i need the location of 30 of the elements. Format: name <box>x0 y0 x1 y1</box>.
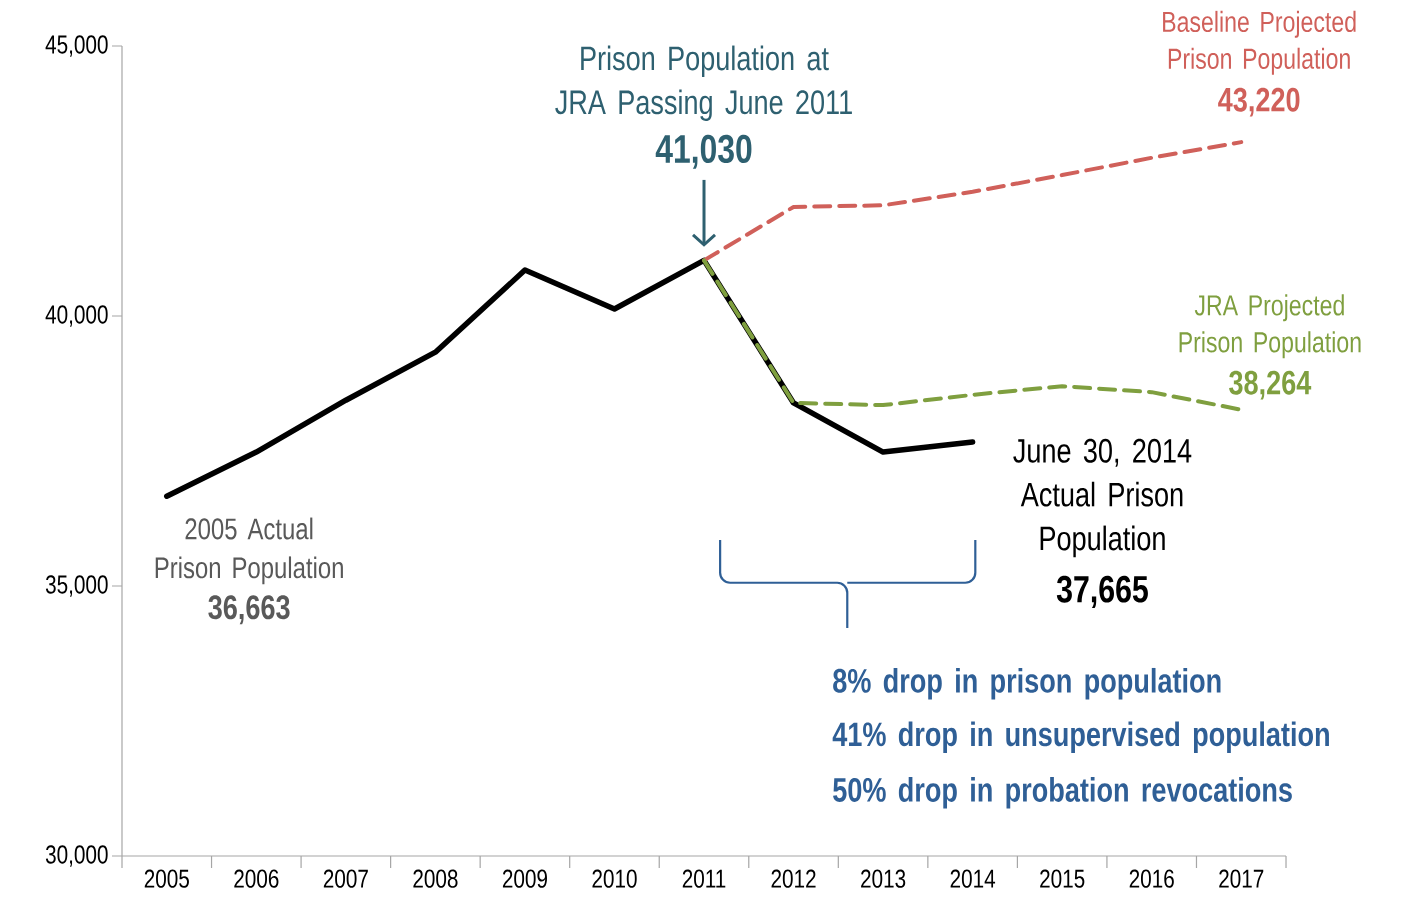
annotation: 38,264 <box>1229 370 1312 400</box>
y-tick-label: 40,000 <box>45 305 108 327</box>
annotation: 50% drop in probation revocations <box>833 777 1292 809</box>
x-tick-label: 2008 <box>413 869 458 888</box>
x-tick-label: 2007 <box>323 869 368 888</box>
annotation: 2005 Actual Prison Population <box>155 517 343 585</box>
annotation: 8% drop in prison population <box>833 667 1221 700</box>
x-tick-label: 2005 <box>144 869 189 888</box>
x-tick-label: 2016 <box>1129 869 1174 888</box>
x-tick-label: 2012 <box>771 869 816 888</box>
x-tick-label: 2013 <box>861 869 906 888</box>
y-tick-label: 35,000 <box>45 575 108 597</box>
annotation: 41% drop in unsupervised population <box>832 721 1329 753</box>
annotation: June 30, 2014 Actual Prison Population <box>1013 438 1192 558</box>
x-tick-label: 2014 <box>950 869 996 888</box>
x-tick-label: 2011 <box>682 869 726 888</box>
x-tick-label: 2015 <box>1040 869 1085 888</box>
annotation: Prison Population at JRA Passing June 2011 <box>555 45 852 121</box>
y-tick-label: 30,000 <box>45 845 108 867</box>
x-tick-label: 2009 <box>502 869 547 888</box>
annotation: 43,220 <box>1218 87 1300 117</box>
x-tick-label: 2006 <box>234 869 279 888</box>
x-tick-label: 2010 <box>592 869 637 888</box>
series-label: JRA Projected Prison Population <box>1179 294 1361 359</box>
annotation: 36,663 <box>208 595 290 625</box>
annotation: 41,030 <box>655 134 752 169</box>
y-tick-label: 45,000 <box>45 35 108 57</box>
annotation: 37,665 <box>1056 575 1148 609</box>
text: Baseline Projected Prison Population <box>1163 10 1356 75</box>
x-tick-label: 2017 <box>1219 869 1264 888</box>
